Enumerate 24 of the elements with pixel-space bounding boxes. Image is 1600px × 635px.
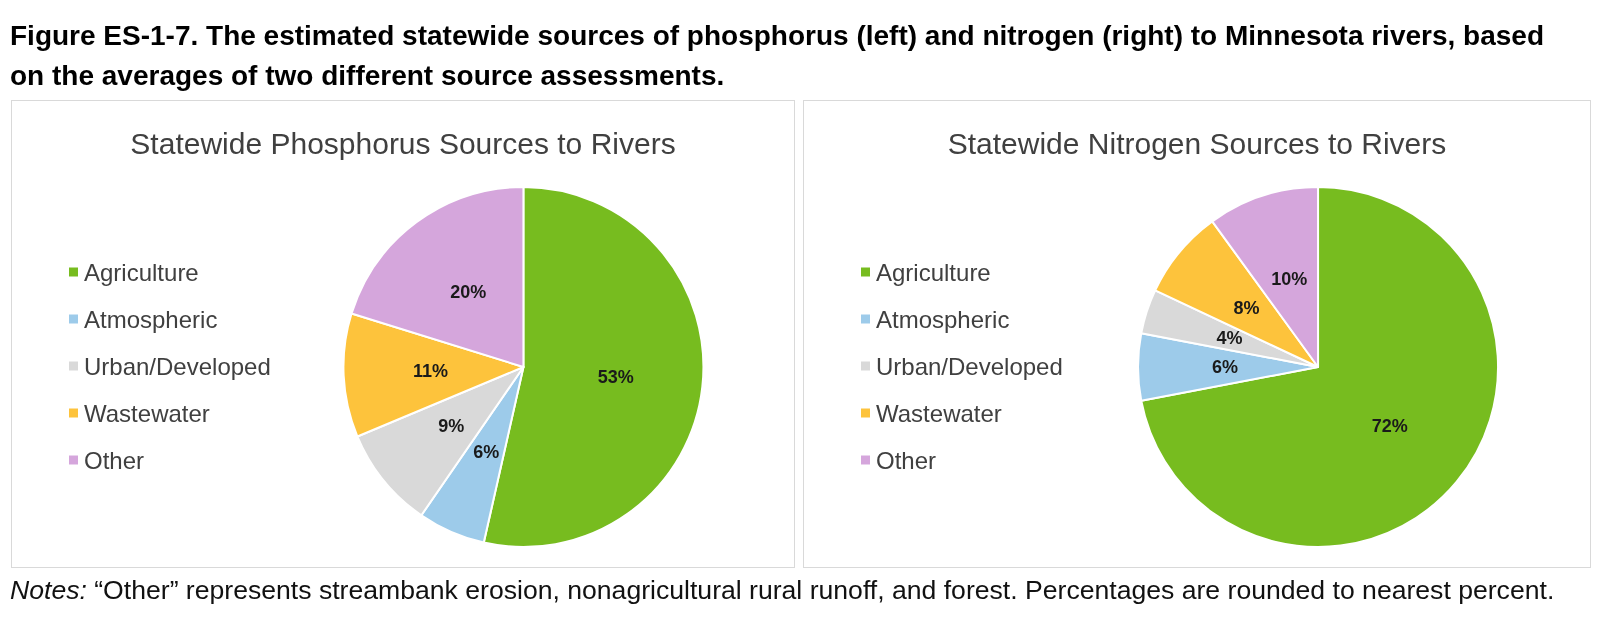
data-label: 11% — [413, 361, 449, 382]
chart-title: Statewide Phosphorus Sources to Rivers — [130, 126, 676, 160]
text: Notes: “Other” represents streambank erosion, nonagricultural rural runoff, and forest. Percentages are rounded to nearest percent. — [10, 574, 1556, 606]
legend-label: Urban/Developed — [876, 352, 1063, 380]
legend-label: Atmospheric — [84, 305, 218, 333]
legend-label: Wastewater — [876, 399, 1002, 427]
data-label: 9% — [438, 415, 465, 436]
legend-label: Other — [84, 446, 145, 474]
data-label: 20% — [450, 282, 487, 303]
legend-label: Agriculture — [84, 258, 199, 286]
data-label: 53% — [597, 367, 634, 388]
data-label: 4% — [1216, 328, 1243, 349]
data-label: 6% — [473, 442, 500, 463]
data-label: 6% — [1212, 357, 1239, 377]
data-label: 72% — [1371, 416, 1408, 437]
chart-title: Statewide Nitrogen Sources to Rivers — [947, 126, 1447, 160]
data-label: 8% — [1233, 297, 1260, 318]
legend-label: Atmospheric — [876, 305, 1010, 333]
legend-label: Other — [876, 446, 937, 474]
legend-label: Urban/Developed — [84, 352, 271, 380]
legend-label: Wastewater — [84, 399, 210, 427]
text: Figure ES-1-7. The estimated statewide sources of phosphorus (left) and nitrogen (right) to Minnesota rivers, based on the averages of two different source assessments. — [10, 19, 1545, 93]
legend-label: Agriculture — [876, 258, 991, 286]
data-label: 10% — [1271, 268, 1308, 289]
